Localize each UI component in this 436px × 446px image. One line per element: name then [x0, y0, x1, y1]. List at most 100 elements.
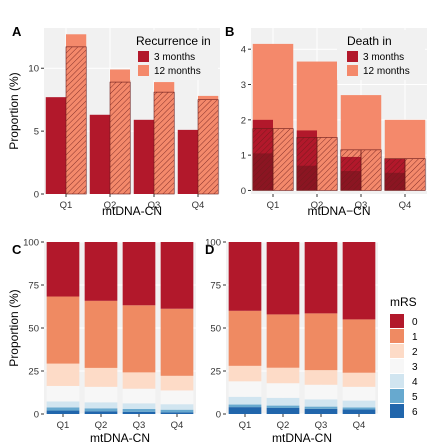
mrs-legend-key-2 [390, 344, 404, 358]
panel-b-xtick-label-2: Q3 [355, 200, 368, 211]
panel-c-ytick-label-2: 50 [28, 324, 39, 335]
panel-a-bar-3-months-Q4 [177, 129, 198, 194]
panel-c-segment-mrs-3-Q3 [122, 388, 156, 404]
panel-d-segment-mrs-3-Q3 [304, 384, 338, 400]
panel-c-bars [46, 242, 194, 414]
panel-b-xtick-label-3: Q4 [399, 200, 412, 211]
panel-letter-c: C [12, 242, 22, 257]
panel-letter-a: A [12, 24, 22, 39]
panel-a-xlabel: mtDNA-CN [102, 204, 162, 218]
panel-d-segment-mrs-1-Q4 [342, 319, 376, 373]
panel-d-segment-mrs-0-Q2 [266, 242, 300, 315]
panel-b-xtick-label-0: Q1 [267, 200, 280, 211]
panel-a-legend-key-3-months [138, 51, 149, 62]
panel-b-bar-hatched-Q2 [316, 137, 338, 191]
panel-a-bar-3-months-Q3 [133, 119, 154, 194]
panel-b-ytick-label-3: 3 [241, 80, 246, 91]
panel-b-legend-title: Death in [347, 34, 392, 48]
panel-b-bar-hatched-Q1 [272, 128, 294, 191]
panel-d-segment-mrs-0-Q1 [228, 242, 262, 311]
panel-a-bar-3-months-Q2 [89, 114, 110, 194]
panel-b-ytick-label-0: 0 [241, 186, 246, 197]
mrs-legend-key-6 [390, 404, 404, 418]
panel-b-legend-label-3-months: 3 months [363, 52, 404, 63]
panel-a-ytick-label-2: 10 [28, 64, 39, 75]
panel-d-segment-mrs-3-Q2 [266, 383, 300, 398]
mrs-legend-key-0 [390, 314, 404, 328]
panel-c-chart: 0 25 50 75 100 Q1 Q2 Q3 Q4 Proportion (%) mtDNA-… [7, 238, 196, 445]
panel-c-xtick-label-2: Q3 [133, 420, 146, 431]
panel-b-bar-hatched-Q4 [404, 158, 426, 191]
panel-a-xtick-label-0: Q1 [60, 200, 73, 211]
panel-c-segment-mrs-5-Q4 [160, 409, 194, 413]
panel-d-segment-mrs-2-Q2 [266, 367, 300, 384]
panel-c-xtick-label-0: Q1 [57, 420, 70, 431]
panel-c-segment-mrs-6-Q1 [46, 410, 80, 414]
panel-a-bar-hatched-Q1 [65, 46, 87, 195]
panel-d-segment-mrs-2-Q1 [228, 365, 262, 382]
panel-d-segment-mrs-5-Q2 [266, 405, 300, 408]
panel-a-bar-hatched-Q3 [153, 91, 175, 195]
panel-c-segment-mrs-6-Q3 [122, 411, 156, 414]
panel-d-ytick-label-2: 50 [210, 324, 221, 335]
panel-c-segment-mrs-2-Q3 [122, 372, 156, 389]
mrs-legend-key-1 [390, 329, 404, 343]
panel-a-axis: 0 5 10 Q1 Q2 Q3 Q4 [28, 64, 204, 211]
panel-c-segment-mrs-4-Q1 [46, 401, 80, 408]
panel-c-segment-mrs-2-Q2 [84, 367, 118, 387]
panel-a-xtick-label-2: Q3 [148, 200, 161, 211]
panel-b-bar-hatched-left-Q1 [252, 128, 274, 191]
panel-c-segment-mrs-3-Q2 [84, 386, 118, 403]
panel-d-segment-mrs-6-Q4 [342, 409, 376, 414]
mrs-legend-label-1: 1 [412, 332, 418, 343]
panel-c-segment-mrs-3-Q1 [46, 385, 80, 402]
panel-c-xtick-label-3: Q4 [171, 420, 184, 431]
panel-c-segment-mrs-4-Q4 [160, 404, 194, 410]
panel-b-axis: 0 1 2 3 4 Q1 Q2 Q3 Q4 [241, 45, 412, 211]
panel-d-segment-mrs-4-Q4 [342, 400, 376, 408]
panel-c-segment-mrs-3-Q4 [160, 390, 194, 405]
panel-d-segment-mrs-5-Q4 [342, 407, 376, 410]
panel-c-segment-mrs-6-Q2 [84, 411, 118, 414]
panel-c-ytick-label-4: 100 [23, 238, 39, 249]
panel-b-legend: Death in 3 months 12 months [337, 30, 425, 80]
panel-d-segment-mrs-5-Q1 [228, 404, 262, 408]
panel-b-chart: 0 1 2 3 4 Q1 Q2 Q3 Q4 mtDNA−CN Death in 3 months… [241, 28, 427, 218]
panel-a-legend-label-12-months: 12 months [154, 66, 201, 77]
panel-a-bar-hatched-Q4 [197, 99, 219, 195]
panel-c-segment-mrs-6-Q4 [160, 412, 194, 414]
panel-b-bar-hatched-left-Q4 [384, 158, 406, 191]
panel-c-xtick-label-1: Q2 [95, 420, 108, 431]
panel-letter-b: B [225, 24, 234, 39]
panel-d-xtick-label-1: Q2 [277, 420, 290, 431]
panel-c-segment-mrs-0-Q2 [84, 242, 118, 301]
panel-d-segment-mrs-1-Q1 [228, 310, 262, 366]
panel-d-segment-mrs-4-Q1 [228, 396, 262, 405]
mrs-legend-label-6: 6 [412, 407, 418, 418]
panel-a-bars [45, 34, 219, 195]
mrs-legend-key-5 [390, 389, 404, 403]
mrs-legend-label-5: 5 [412, 392, 418, 403]
mrs-legend-label-2: 2 [412, 347, 418, 358]
panel-c-segment-mrs-2-Q4 [160, 375, 194, 391]
panel-d-segment-mrs-0-Q3 [304, 242, 338, 314]
panel-a-ytick-label-1: 5 [34, 127, 39, 138]
panel-c-segment-mrs-1-Q3 [122, 305, 156, 373]
panel-d-chart: 0 25 50 75 100 Q1 Q2 Q3 Q4 mtDNA-CN [205, 238, 378, 445]
panel-b-xlabel: mtDNA−CN [307, 204, 370, 218]
panel-c-ytick-label-3: 75 [28, 281, 39, 292]
panel-b-bars [252, 43, 426, 191]
panel-a-ytick-label-0: 0 [34, 190, 39, 201]
panel-c-segment-mrs-5-Q2 [84, 408, 118, 412]
panel-b-bar-hatched-Q3 [360, 149, 382, 191]
panel-d-segment-mrs-1-Q2 [266, 314, 300, 368]
mrs-legend-label-4: 4 [412, 377, 418, 388]
panel-letter-d: D [205, 242, 214, 257]
panel-c-segment-mrs-0-Q4 [160, 242, 194, 309]
panel-d-axis: 0 25 50 75 100 Q1 Q2 Q3 Q4 [205, 238, 365, 432]
panel-d-segment-mrs-4-Q3 [304, 399, 338, 407]
panel-d-ytick-label-1: 25 [210, 367, 221, 378]
panel-d-segment-mrs-4-Q2 [266, 397, 300, 406]
panel-b-ytick-label-4: 4 [241, 45, 246, 56]
